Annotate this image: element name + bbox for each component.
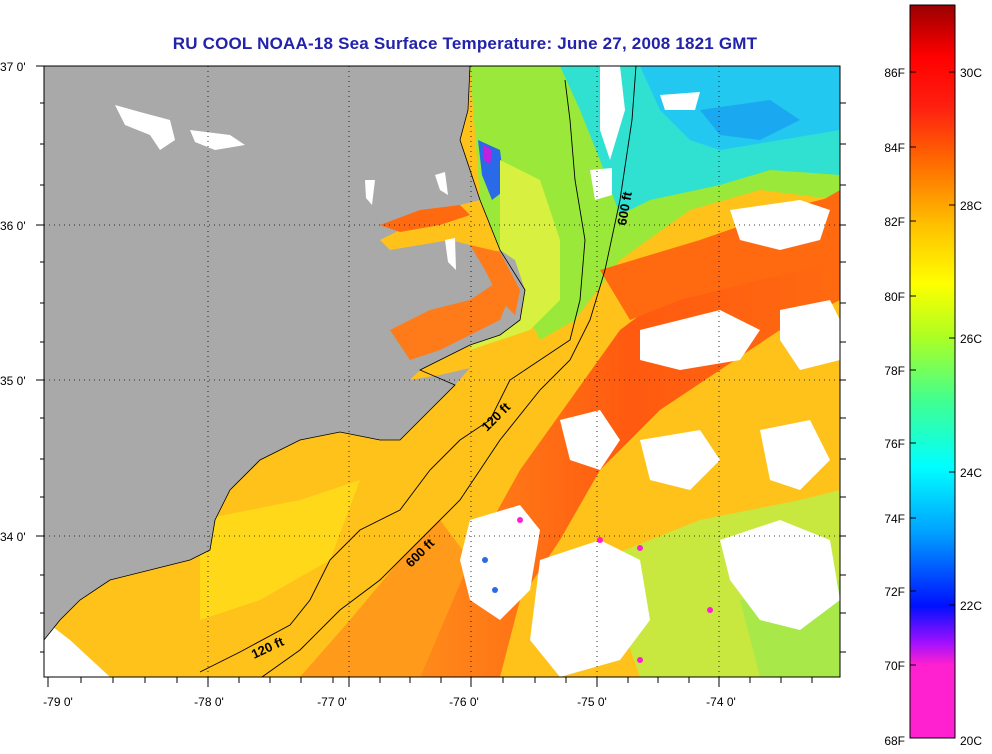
colorbar-f-label: 78F <box>884 364 905 378</box>
colorbar-f-label: 86F <box>884 66 905 80</box>
colorbar-c-label: 24C <box>960 466 982 480</box>
lat-label: 36 0' <box>0 219 26 233</box>
axis-ticks <box>36 65 846 687</box>
lat-label: 34 0' <box>0 530 26 544</box>
lat-label: 37 0' <box>0 60 26 74</box>
contour-label-600ft-north: 600 ft <box>614 190 635 227</box>
colorbar-f-label: 82F <box>884 215 905 229</box>
colorbar-f-label: 74F <box>884 512 905 526</box>
colorbar-f-label: 84F <box>884 141 905 155</box>
colorbar <box>909 4 956 739</box>
colorbar-scale <box>909 4 956 739</box>
lon-label: -79 0' <box>43 695 73 709</box>
lon-label: -75 0' <box>577 695 607 709</box>
graticule <box>44 66 840 677</box>
lon-label: -74 0' <box>706 695 736 709</box>
colorbar-c-label: 22C <box>960 599 982 613</box>
sst-image <box>44 66 840 677</box>
map-frame <box>43 65 841 678</box>
lon-label: -77 0' <box>317 695 347 709</box>
colorbar-c-label: 26C <box>960 332 982 346</box>
colorbar-c-label: 28C <box>960 199 982 213</box>
map-title: RU COOL NOAA-18 Sea Surface Temperature:… <box>172 34 758 53</box>
lat-label: 35 0' <box>0 374 26 388</box>
colorbar-f-label: 68F <box>884 734 905 748</box>
lon-label: -78 0' <box>194 695 224 709</box>
colorbar-f-label: 76F <box>884 437 905 451</box>
colorbar-f-label: 70F <box>884 659 905 673</box>
lon-label: -76 0' <box>449 695 479 709</box>
colorbar-c-label: 30C <box>960 66 982 80</box>
colorbar-f-label: 72F <box>884 585 905 599</box>
colorbar-f-label: 80F <box>884 290 905 304</box>
colorbar-c-label: 20C <box>960 734 982 748</box>
